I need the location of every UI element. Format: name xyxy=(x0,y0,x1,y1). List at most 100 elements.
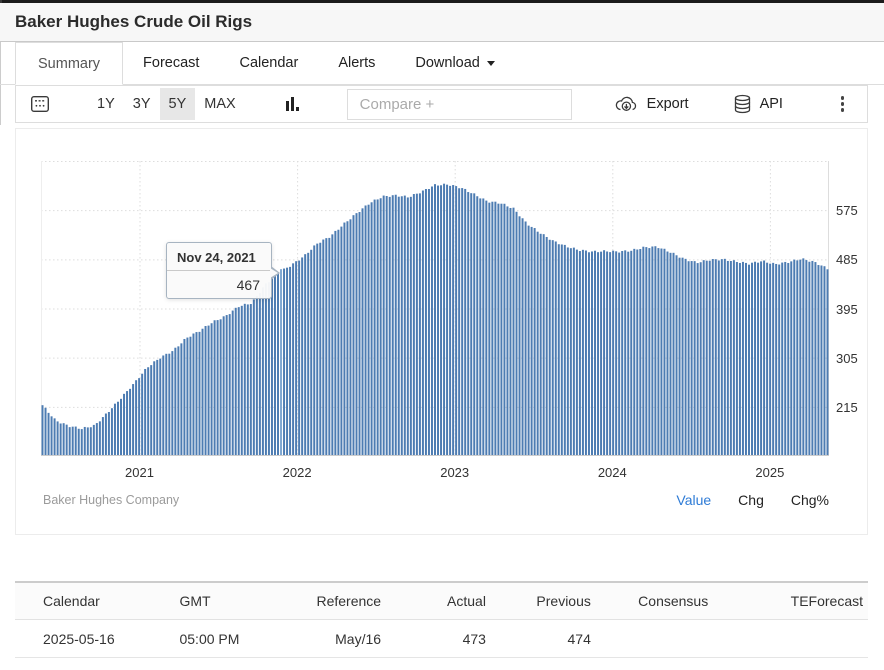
chart-bar[interactable] xyxy=(400,196,403,456)
chart-bar[interactable] xyxy=(717,260,720,456)
tab-forecast[interactable]: Forecast xyxy=(123,42,219,84)
chart-bar[interactable] xyxy=(775,263,778,456)
chart-bar[interactable] xyxy=(41,405,44,456)
chart-bar[interactable] xyxy=(71,426,74,456)
chart-bar[interactable] xyxy=(150,365,153,456)
chart-bar[interactable] xyxy=(440,185,443,456)
chart-bar[interactable] xyxy=(754,261,757,456)
chart-bar[interactable] xyxy=(153,361,156,456)
chart-bar[interactable] xyxy=(811,260,814,456)
chart-bar[interactable] xyxy=(627,251,630,456)
chart-bar[interactable] xyxy=(787,262,790,456)
chart-bar[interactable] xyxy=(325,238,328,456)
chart-bar[interactable] xyxy=(581,249,584,456)
chart-bar[interactable] xyxy=(796,260,799,456)
chart-bar[interactable] xyxy=(367,204,370,456)
chg-link[interactable]: Chg xyxy=(738,492,764,508)
chart-bar[interactable] xyxy=(364,205,367,456)
chart-bar[interactable] xyxy=(437,185,440,456)
chart-bar[interactable] xyxy=(542,234,545,456)
chart-bar[interactable] xyxy=(473,193,476,456)
chart-bar[interactable] xyxy=(123,393,126,456)
chgpct-link[interactable]: Chg% xyxy=(790,492,829,508)
chart-bar[interactable] xyxy=(551,240,554,456)
chart-bar[interactable] xyxy=(826,269,829,456)
chart-bar[interactable] xyxy=(231,310,234,456)
chart-bar[interactable] xyxy=(328,237,331,456)
chart-bar[interactable] xyxy=(162,355,165,456)
chart-bar[interactable] xyxy=(693,261,696,456)
chart-bar[interactable] xyxy=(575,249,578,456)
chart-bar[interactable] xyxy=(461,188,464,456)
chart-bar[interactable] xyxy=(295,261,298,456)
tab-calendar[interactable]: Calendar xyxy=(219,42,318,84)
chart-bar[interactable] xyxy=(304,254,307,456)
chart-bar[interactable] xyxy=(234,307,237,456)
chart-bar[interactable] xyxy=(409,196,412,456)
chart-bar[interactable] xyxy=(720,259,723,456)
chart-bar[interactable] xyxy=(594,250,597,456)
chart-bar[interactable] xyxy=(751,262,754,456)
chart-bar[interactable] xyxy=(446,184,449,456)
chart-bar[interactable] xyxy=(741,261,744,456)
tab-download[interactable]: Download xyxy=(395,42,515,84)
chart-bar[interactable] xyxy=(793,259,796,456)
chart-bar[interactable] xyxy=(286,267,289,456)
chart-bar[interactable] xyxy=(171,351,174,456)
chart-bar[interactable] xyxy=(255,295,258,456)
chart-bar[interactable] xyxy=(415,193,418,457)
chart-bar[interactable] xyxy=(56,421,59,456)
tab-alerts[interactable]: Alerts xyxy=(318,42,395,84)
chart-bar[interactable] xyxy=(292,263,295,456)
chart-bar[interactable] xyxy=(769,263,772,456)
chart-bar[interactable] xyxy=(772,262,775,456)
chart-bar[interactable] xyxy=(343,222,346,456)
chart-bar[interactable] xyxy=(578,251,581,456)
chart-bar[interactable] xyxy=(723,258,726,456)
chart-bar[interactable] xyxy=(180,343,183,456)
chart-bar[interactable] xyxy=(464,188,467,456)
chart-bar[interactable] xyxy=(301,257,304,456)
chart-bar[interactable] xyxy=(267,282,270,456)
chart-bar[interactable] xyxy=(141,373,144,456)
chart-bar[interactable] xyxy=(120,398,122,456)
chart-bar[interactable] xyxy=(615,251,618,456)
chart-bar[interactable] xyxy=(678,257,681,456)
chart-bar[interactable] xyxy=(612,250,615,456)
chart-bar[interactable] xyxy=(430,186,433,457)
chart-bar[interactable] xyxy=(216,320,219,456)
chart-bar[interactable] xyxy=(636,249,639,456)
chart-bar[interactable] xyxy=(165,353,168,456)
chart-bar[interactable] xyxy=(714,259,717,456)
chart-bar[interactable] xyxy=(491,201,494,456)
chart-bar[interactable] xyxy=(252,299,255,456)
chart-bar[interactable] xyxy=(711,259,714,456)
chart-bar[interactable] xyxy=(129,388,132,456)
chart-bar[interactable] xyxy=(334,230,337,456)
chart-bar[interactable] xyxy=(198,331,201,456)
chart-bar[interactable] xyxy=(527,225,530,456)
chart-bar[interactable] xyxy=(494,201,497,456)
chart-bar[interactable] xyxy=(690,261,693,456)
chart-bar[interactable] xyxy=(645,247,648,456)
chart-bar[interactable] xyxy=(104,413,107,456)
chart-bar[interactable] xyxy=(243,303,246,456)
chart-bar[interactable] xyxy=(802,258,805,456)
chart-bar[interactable] xyxy=(192,333,195,457)
chart-bar[interactable] xyxy=(633,248,636,456)
chart-bar[interactable] xyxy=(204,326,207,456)
chart-bar[interactable] xyxy=(539,233,542,456)
chart-bar[interactable] xyxy=(687,261,690,456)
chart-bar[interactable] xyxy=(521,218,524,456)
chart-bar[interactable] xyxy=(660,248,663,456)
chart-bar[interactable] xyxy=(424,189,427,456)
chart-bar[interactable] xyxy=(74,426,77,456)
chart-bar[interactable] xyxy=(618,252,621,456)
chart-bar[interactable] xyxy=(376,199,379,456)
chart-bar[interactable] xyxy=(597,252,600,456)
chart-bar[interactable] xyxy=(584,250,587,456)
chart-bar[interactable] xyxy=(53,418,56,456)
chart-bar[interactable] xyxy=(258,292,261,456)
chart-bar[interactable] xyxy=(434,184,436,456)
chart-bar[interactable] xyxy=(62,423,65,456)
